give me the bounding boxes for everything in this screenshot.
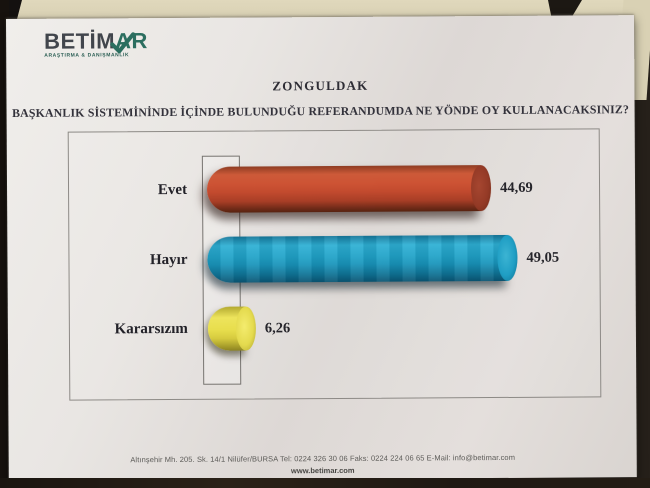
bar-end-cap: [497, 234, 518, 282]
value-label-hayir: 49,05: [526, 249, 560, 266]
survey-question: BAŞKANLIK SİSTEMİNİNDE İÇİNDE BULUNDUĞU …: [12, 102, 630, 120]
bar-end-cap: [235, 306, 257, 351]
report-page: BETİMAR ARAŞTIRMA & DANIŞMANLIK ZONGULDA…: [6, 15, 637, 481]
bar-row-evet: Evet 44,69: [69, 164, 599, 213]
bar-texture: [207, 234, 508, 283]
photo-dark-patch: [548, 0, 582, 17]
website-url: www.betimar.com: [290, 465, 355, 476]
bar-hayir: [207, 234, 518, 283]
logo-checkmark-icon: [110, 32, 136, 54]
chart-area: Evet 44,69 Hayır 49,05 Kararsızım: [67, 128, 602, 401]
betimar-logo: BETİMAR ARAŞTIRMA & DANIŞMANLIK: [44, 28, 148, 59]
category-label-kararsizim: Kararsızım: [114, 320, 188, 337]
bar-evet: [206, 165, 492, 213]
bar-end-cap: [470, 165, 492, 212]
photo-bottom-edge: [0, 478, 650, 488]
category-label-evet: Evet: [157, 181, 188, 198]
logo-text-betim: BETİM: [44, 28, 116, 54]
value-label-kararsizim: 6,26: [264, 319, 291, 336]
bar-row-hayir: Hayır 49,05: [69, 234, 599, 283]
photo-left-shadow: [0, 0, 9, 488]
bar-kararsizim: [207, 306, 257, 351]
contact-address-line: Altınşehir Mh. 205. Sk. 14/1 Nilüfer/BUR…: [130, 452, 516, 465]
category-label-hayir: Hayır: [149, 251, 188, 268]
logo-wordmark: BETİMAR: [44, 28, 148, 54]
bar-row-kararsizim: Kararsızım 6,26: [70, 304, 600, 351]
value-label-evet: 44,69: [499, 179, 533, 196]
page-title: ZONGULDAK: [272, 77, 369, 94]
